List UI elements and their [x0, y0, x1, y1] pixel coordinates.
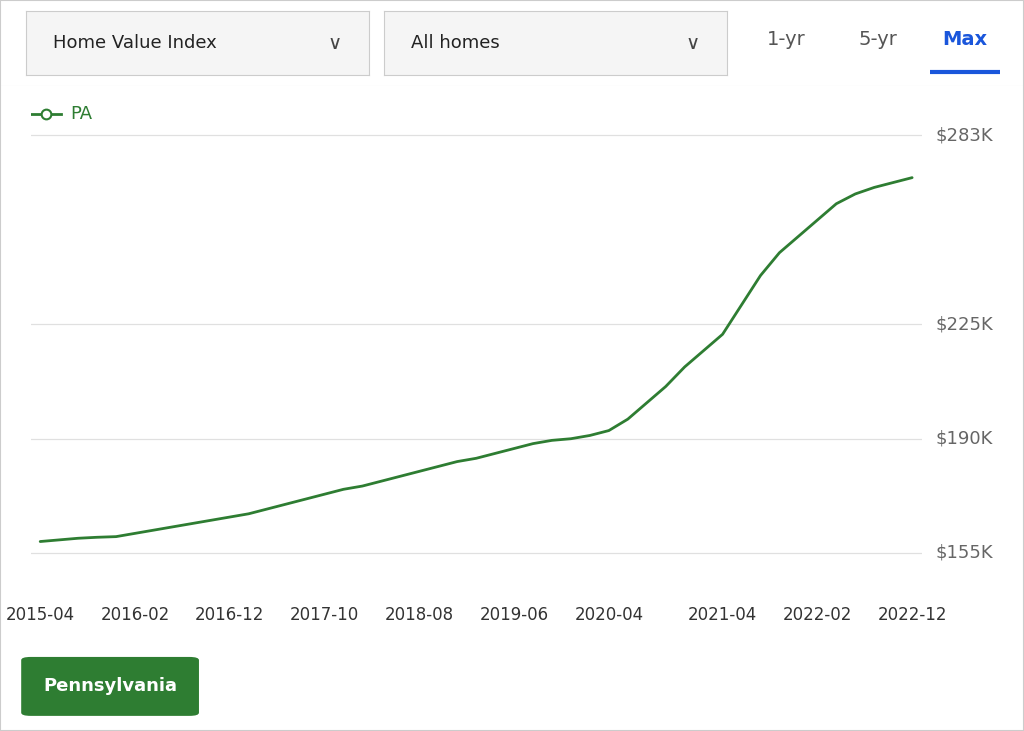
Text: PA: PA — [70, 105, 92, 123]
Text: $225K: $225K — [936, 316, 993, 333]
FancyBboxPatch shape — [22, 657, 199, 716]
Text: Max: Max — [943, 31, 988, 50]
Text: 5-yr: 5-yr — [859, 31, 898, 50]
Text: ∨: ∨ — [328, 34, 341, 53]
Text: Pennsylvania: Pennsylvania — [43, 678, 177, 695]
Text: ∨: ∨ — [686, 34, 699, 53]
Text: $283K: $283K — [936, 126, 993, 144]
Text: $190K: $190K — [936, 430, 993, 447]
Text: $155K: $155K — [936, 544, 993, 562]
Text: Home Value Index: Home Value Index — [53, 34, 217, 52]
Text: All homes: All homes — [412, 34, 500, 52]
Text: 1-yr: 1-yr — [767, 31, 806, 50]
